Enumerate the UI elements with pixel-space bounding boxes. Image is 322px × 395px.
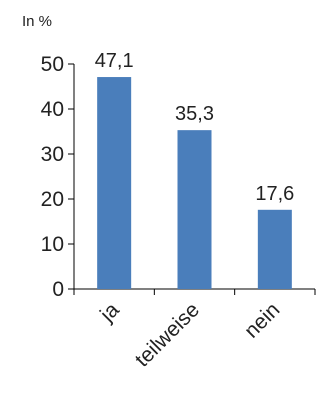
bar <box>257 209 292 289</box>
category-label: nein <box>240 298 284 342</box>
y-tick-label: 0 <box>52 278 64 301</box>
y-tick-label: 30 <box>41 143 64 166</box>
category-label: ja <box>95 298 124 327</box>
y-tick-label: 20 <box>41 188 64 211</box>
y-tick-label: 40 <box>41 98 64 121</box>
data-label: 35,3 <box>175 103 214 125</box>
plot-area: 0 10 20 30 40 50 47,1 ja 35,3 teilweise 17,6 nein <box>41 50 316 371</box>
data-label: 47,1 <box>95 50 134 72</box>
category-label: teilweise <box>131 298 204 371</box>
data-label: 17,6 <box>255 183 294 205</box>
unit-label: In % <box>22 13 52 30</box>
y-tick-label: 50 <box>41 53 64 76</box>
y-tick-label: 10 <box>41 233 64 256</box>
bar <box>97 77 132 289</box>
bar <box>177 130 212 289</box>
